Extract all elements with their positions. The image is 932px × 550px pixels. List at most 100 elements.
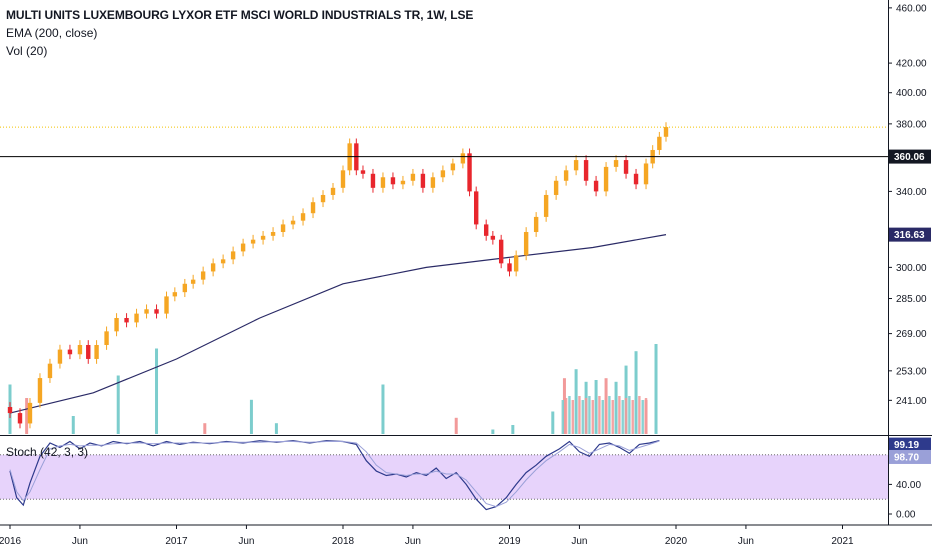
- candle-body-38: [370, 173, 376, 188]
- candle-body-31: [310, 202, 316, 214]
- time-tick-label-6: 2019: [498, 536, 521, 547]
- ema-legend[interactable]: EMA (200, close): [6, 26, 98, 40]
- candle-body-32: [320, 194, 326, 203]
- candle-body-46: [450, 163, 456, 171]
- candle-body-1: [17, 413, 23, 424]
- candle-body-67: [643, 163, 649, 185]
- volume-legend[interactable]: Vol (20): [6, 44, 48, 58]
- volume-cluster-bar-22: [634, 398, 638, 434]
- volume-cluster-bar-23: [638, 396, 641, 434]
- volume-cluster-bar-12: [601, 400, 604, 434]
- candle-body-14: [144, 309, 149, 314]
- volume-bar-3: [116, 375, 120, 434]
- volume-cluster-bar-2: [568, 396, 571, 434]
- candle-body-43: [420, 173, 426, 188]
- candle-body-15: [154, 309, 159, 314]
- volume-bar-5: [203, 423, 207, 434]
- volume-cluster-bar-5: [578, 396, 581, 434]
- candle-body-40: [390, 177, 396, 185]
- candle-body-21: [210, 263, 216, 272]
- time-tick-label-0: 2016: [0, 536, 22, 547]
- stoch-k-label: 99.19: [894, 440, 919, 451]
- candle-body-2: [27, 402, 33, 424]
- stoch-d-label-bg: [889, 449, 931, 464]
- volume-cluster-bar-0: [561, 400, 564, 434]
- price-tick-label-4: 300.00: [896, 263, 927, 274]
- candle-body-23: [230, 251, 236, 260]
- candle-body-62: [593, 180, 599, 192]
- price-tick-label-5: 340.00: [896, 187, 927, 198]
- volume-cluster-bar-1: [564, 398, 568, 434]
- volume-cluster-bar-7: [584, 398, 588, 434]
- volume-cluster-bar-17: [618, 396, 621, 434]
- volume-bar-6: [249, 399, 253, 434]
- candle-body-17: [172, 292, 178, 297]
- candle-body-42: [410, 173, 416, 181]
- stoch-tick-label-0: 0.00: [896, 510, 916, 521]
- candle-body-33: [330, 187, 336, 195]
- candle-body-59: [563, 170, 569, 181]
- candle-body-34: [340, 170, 346, 188]
- candle-body-11: [114, 318, 119, 332]
- candle-body-25: [250, 239, 256, 244]
- price-tick-label-1: 253.00: [896, 366, 927, 377]
- candle-body-18: [182, 283, 188, 293]
- volume-bar-2: [71, 416, 75, 434]
- resistance-price-label-bg: [889, 149, 931, 164]
- candle-body-70: [663, 127, 669, 137]
- price-tick-label-0: 241.00: [896, 396, 927, 407]
- volume-bar-12: [551, 411, 555, 434]
- time-tick-label-3: Jun: [238, 536, 254, 547]
- volume-cluster-bar-11: [598, 396, 601, 434]
- stoch-k-label-bg: [889, 437, 931, 452]
- candle-body-41: [400, 180, 406, 185]
- volume-cluster-bar-16: [614, 398, 618, 434]
- time-tick-label-8: 2020: [665, 536, 688, 547]
- candle-body-4: [47, 363, 53, 379]
- volume-bar-8: [381, 384, 385, 434]
- ema-price-label-bg: [889, 227, 931, 242]
- price-tick-label-9: 460.00: [896, 3, 927, 14]
- volume-cluster-bar-21: [631, 400, 634, 434]
- price-tick-label-3: 285.00: [896, 294, 927, 305]
- candle-body-6: [67, 349, 73, 355]
- volume-cluster-bar-6: [581, 400, 584, 434]
- volume-bar-4: [155, 348, 159, 434]
- volume-cluster-bar-3: [571, 400, 574, 434]
- time-tick-label-10: 2021: [831, 536, 854, 547]
- volume-bar-1: [25, 398, 29, 434]
- price-tick-label-8: 420.00: [896, 59, 927, 70]
- candle-body-64: [613, 160, 619, 167]
- volume-bar-20: [634, 351, 638, 434]
- stoch-legend[interactable]: Stoch (42, 3, 3): [6, 445, 89, 459]
- candle-body-29: [290, 220, 296, 225]
- candle-body-51: [490, 235, 496, 240]
- price-tick-label-7: 400.00: [896, 88, 927, 99]
- candle-body-55: [523, 232, 529, 256]
- candle-body-47: [460, 153, 466, 164]
- candle-body-37: [360, 170, 366, 174]
- candle-body-61: [583, 160, 589, 181]
- symbol-title[interactable]: MULTI UNITS LUXEMBOURG LYXOR ETF MSCI WO…: [6, 8, 474, 22]
- candle-body-13: [134, 313, 139, 323]
- candle-body-60: [573, 160, 579, 171]
- volume-bar-11: [511, 425, 515, 434]
- ema-line: [9, 234, 667, 414]
- volume-bar-13: [562, 378, 566, 434]
- time-tick-label-7: Jun: [571, 536, 587, 547]
- candle-body-28: [280, 224, 286, 233]
- candle-body-56: [533, 216, 539, 233]
- stoch-d-label: 98.70: [894, 452, 919, 463]
- stoch-line-d: [9, 440, 660, 508]
- volume-bar-10: [491, 429, 495, 434]
- candle-body-20: [200, 271, 206, 280]
- candle-body-44: [430, 177, 436, 188]
- candle-body-65: [623, 160, 629, 174]
- candle-body-66: [633, 173, 639, 185]
- candle-body-52: [498, 239, 504, 264]
- volume-bar-7: [274, 423, 278, 434]
- candle-body-12: [124, 318, 129, 323]
- volume-cluster-bar-13: [604, 398, 608, 434]
- volume-cluster-bar-25: [644, 398, 648, 434]
